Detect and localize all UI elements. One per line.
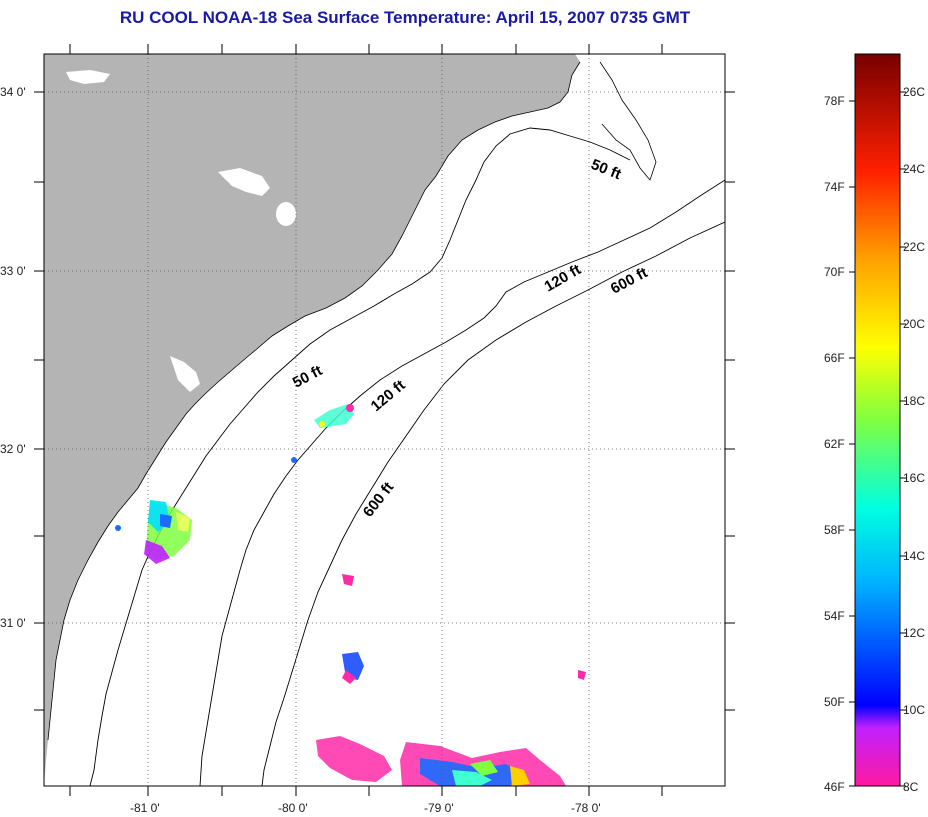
lon-label: -78 0' xyxy=(571,801,601,815)
sst-patch-nearshore xyxy=(144,500,192,564)
colorbar-label-c: 10C xyxy=(903,703,926,717)
coastline xyxy=(599,61,657,181)
axis-ticks xyxy=(34,44,735,796)
colorbar-label-c: 24C xyxy=(903,162,926,176)
map-frame xyxy=(43,53,726,787)
lon-label: -81 0' xyxy=(130,801,160,815)
lat-label: 31 0' xyxy=(0,616,26,630)
inland-lake xyxy=(66,70,110,84)
lat-label: 33 0' xyxy=(0,264,26,278)
land-mass xyxy=(44,54,580,786)
colorbar xyxy=(854,53,901,787)
isobath-50ft xyxy=(89,127,631,786)
colorbar-label-c: 18C xyxy=(903,394,926,408)
inland-lake xyxy=(276,202,296,226)
lat-label: 34 0' xyxy=(0,85,26,99)
colorbar-label-c: 12C xyxy=(903,626,926,640)
colorbar-label-c: 26C xyxy=(903,85,926,99)
sst-patch-midshelf xyxy=(115,404,354,531)
colorbar-label-f: 74F xyxy=(824,180,845,194)
colorbar-label-f: 66F xyxy=(824,351,845,365)
colorbar-label-f: 54F xyxy=(824,609,845,623)
colorbar-label-f: 78F xyxy=(824,94,845,108)
lat-lon-grid xyxy=(44,54,725,786)
colorbar-label-c: 14C xyxy=(903,549,926,563)
colorbar-label-c: 16C xyxy=(903,471,926,485)
colorbar-label-f: 50F xyxy=(824,695,845,709)
sst-patch-south xyxy=(316,736,566,786)
lon-label: -79 0' xyxy=(424,801,454,815)
inland-lake xyxy=(218,168,270,196)
colorbar-label-c: 22C xyxy=(903,240,926,254)
map-title: RU COOL NOAA-18 Sea Surface Temperature:… xyxy=(119,8,691,27)
sst-patch-offshore xyxy=(342,574,586,684)
colorbar-label-c: 8C xyxy=(903,780,919,794)
coastline xyxy=(47,61,581,741)
lat-label: 32 0' xyxy=(0,442,26,456)
colorbar-label-f: 46F xyxy=(824,780,845,794)
lon-label: -80 0' xyxy=(278,801,308,815)
colorbar-label-f: 62F xyxy=(824,437,845,451)
colorbar-label-c: 20C xyxy=(903,317,926,331)
isobath-600ft xyxy=(261,221,725,786)
colorbar-label-f: 58F xyxy=(824,523,845,537)
inland-lake xyxy=(170,356,200,392)
inland-lake xyxy=(58,690,70,720)
colorbar-label-f: 70F xyxy=(824,265,845,279)
colorbar-ticks xyxy=(849,91,906,787)
